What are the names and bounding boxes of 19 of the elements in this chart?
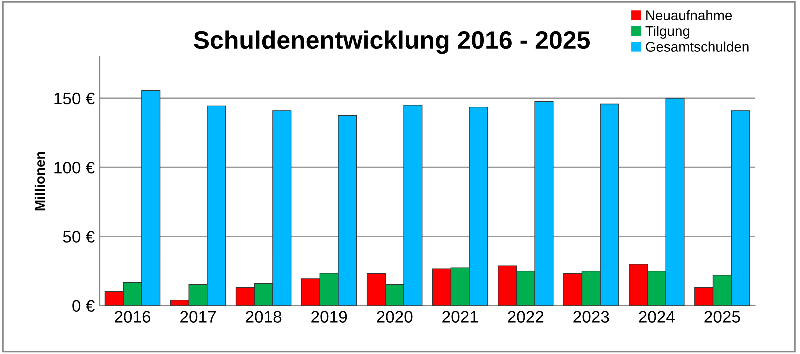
legend-label: Neuaufnahme	[646, 10, 732, 20]
x-tick-label: 2017	[180, 311, 216, 323]
y-axis-title: Millionen	[34, 152, 46, 211]
x-tick-label: 2016	[115, 311, 151, 323]
x-tick-label: 2022	[508, 311, 544, 323]
legend-label: Tilgung	[646, 26, 690, 39]
x-tick-label: 2019	[312, 311, 348, 323]
chart-title: Schuldenentwicklung 2016 - 2025	[194, 30, 590, 54]
legend-label: Gesamtschulden	[646, 42, 749, 52]
y-tick-label: 50 €	[63, 231, 95, 243]
x-tick-label: 2021	[442, 311, 478, 323]
x-tick-label: 2025	[704, 311, 740, 323]
x-tick-label: 2018	[246, 311, 282, 323]
x-tick-label: 2024	[639, 311, 675, 323]
y-tick-label: 150 €	[54, 92, 95, 105]
x-tick-label: 2020	[377, 311, 413, 323]
y-tick-label: 100 €	[54, 162, 95, 174]
x-tick-label: 2023	[574, 311, 610, 323]
y-tick-label: 0 €	[72, 300, 95, 312]
